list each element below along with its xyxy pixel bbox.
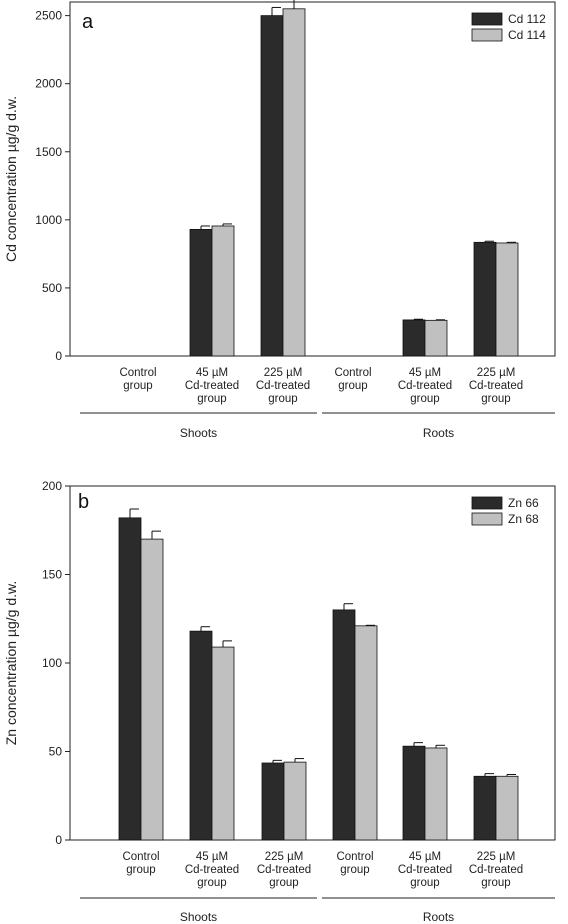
bar-cd-114 — [282, 8, 306, 357]
y-tick-label: 200 — [42, 479, 62, 493]
y-tick-label: 1000 — [35, 213, 62, 227]
legend-swatch — [471, 496, 503, 510]
category-label: group — [268, 393, 297, 405]
panel-label: a — [82, 11, 94, 33]
bar-zn-68 — [140, 538, 164, 841]
category-label: 45 µM — [196, 367, 228, 379]
legend-label: Zn 66 — [508, 496, 539, 510]
bar-cd-112 — [260, 15, 284, 357]
bar-cd-114 — [211, 225, 235, 357]
y-tick-label: 500 — [42, 281, 62, 295]
legend-label: Cd 112 — [508, 12, 546, 26]
bar-cd-114 — [495, 242, 519, 357]
y-tick-label: 50 — [49, 745, 63, 759]
category-label: Control — [122, 851, 159, 863]
y-tick-label: 150 — [42, 568, 62, 582]
bar-zn-66 — [402, 745, 426, 841]
category-label: 45 µM — [409, 367, 441, 379]
bar-zn-66 — [473, 775, 497, 841]
y-tick-label: 1500 — [35, 145, 62, 159]
legend-label: Zn 68 — [508, 512, 539, 526]
category-label: Control — [334, 367, 371, 379]
bar-zn-68 — [495, 775, 519, 841]
category-label: Cd-treated — [398, 864, 452, 876]
category-label: group — [126, 864, 155, 876]
y-tick-label: 2000 — [35, 77, 62, 91]
category-label: group — [197, 393, 226, 405]
category-label: group — [481, 877, 510, 889]
bar-zn-66 — [118, 517, 142, 841]
category-label: Cd-treated — [257, 864, 311, 876]
category-label: Cd-treated — [398, 380, 452, 392]
bar-zn-68 — [211, 646, 235, 841]
zn-concentration-chart: 0 50 100 150 200 Zn concentration µg/g d.w. b C… — [3, 479, 556, 924]
category-label: group — [269, 877, 298, 889]
category-label: group — [123, 380, 152, 392]
group-label: Roots — [423, 910, 454, 924]
y-tick-label: 2500 — [35, 9, 62, 23]
bar-zn-68 — [424, 747, 448, 841]
y-axis-label: Zn concentration µg/g d.w. — [3, 581, 19, 746]
category-label: group — [338, 380, 367, 392]
bar-zn-66 — [189, 630, 213, 841]
bar-zn-68 — [354, 625, 378, 841]
y-tick-label: 0 — [55, 349, 62, 363]
category-label: Cd-treated — [469, 380, 523, 392]
category-label: group — [410, 877, 439, 889]
category-label: Control — [336, 851, 373, 863]
group-label: Shoots — [180, 426, 217, 440]
group-label: Roots — [423, 426, 454, 440]
legend-swatch — [471, 12, 503, 26]
category-label: 225 µM — [265, 851, 304, 863]
category-label: group — [410, 393, 439, 405]
legend-swatch — [471, 28, 503, 42]
category-label: Cd-treated — [256, 380, 310, 392]
category-label: 225 µM — [264, 367, 303, 379]
category-label: 45 µM — [196, 851, 228, 863]
plot-frame — [69, 1, 556, 357]
bar-zn-66 — [332, 609, 356, 841]
category-label: 225 µM — [477, 367, 516, 379]
category-label: Cd-treated — [469, 864, 523, 876]
category-label: group — [481, 393, 510, 405]
legend-label: Cd 114 — [508, 28, 546, 42]
y-tick-label: 0 — [55, 833, 62, 847]
legend-swatch — [471, 512, 503, 526]
bar-zn-66 — [261, 762, 285, 841]
bar-cd-112 — [402, 319, 426, 357]
cd-concentration-chart: 0 500 1000 1500 2000 2500 Cd concentration µg/… — [3, 0, 556, 440]
group-label: Shoots — [180, 910, 217, 924]
category-label: Cd-treated — [185, 380, 239, 392]
y-tick-label: 100 — [42, 656, 62, 670]
category-label: 225 µM — [477, 851, 516, 863]
category-label: 45 µM — [409, 851, 441, 863]
y-axis-label: Cd concentration µg/g d.w. — [3, 96, 19, 262]
panel-label: b — [78, 491, 89, 513]
bar-zn-68 — [283, 761, 307, 841]
bar-cd-112 — [473, 241, 497, 357]
bar-cd-114 — [424, 319, 448, 357]
category-label: group — [197, 877, 226, 889]
category-label: group — [340, 864, 369, 876]
category-label: Control — [119, 367, 156, 379]
category-label: Cd-treated — [185, 864, 239, 876]
bar-cd-112 — [189, 228, 213, 357]
